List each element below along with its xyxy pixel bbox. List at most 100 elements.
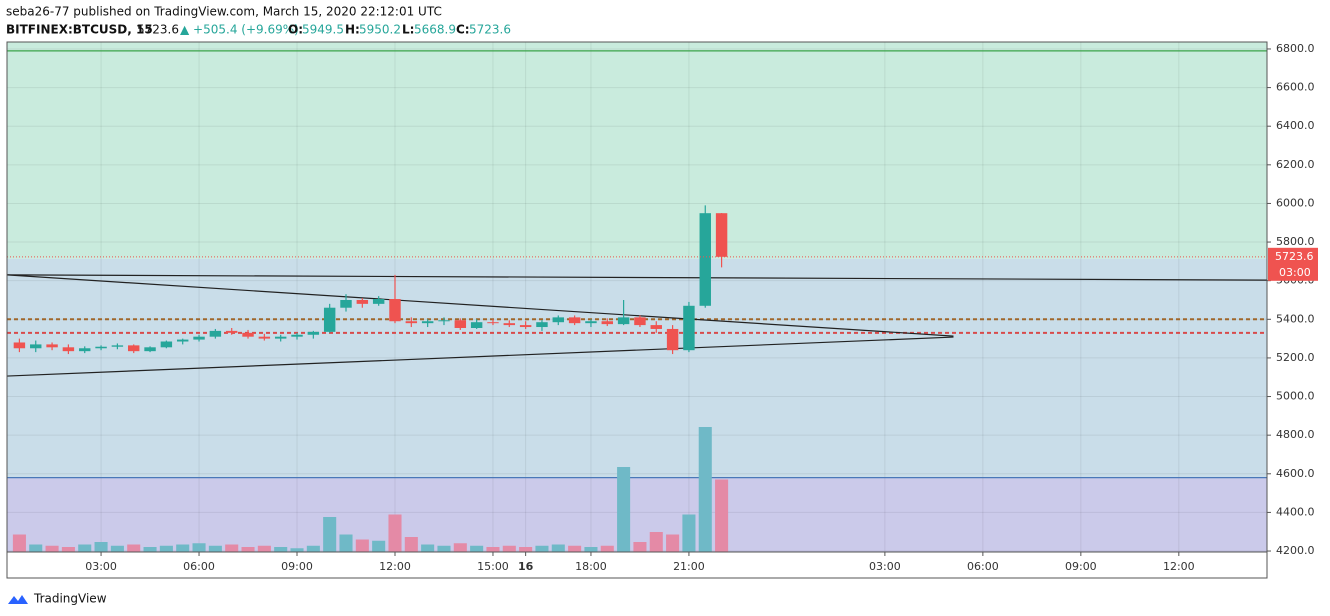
x-tick-label: 06:00: [967, 560, 999, 573]
y-tick-label: 6800.0: [1276, 42, 1315, 55]
candle-body: [13, 342, 26, 349]
candle-body: [715, 213, 728, 257]
candle-body: [242, 332, 254, 337]
volume-bar: [633, 542, 647, 552]
x-tick-label: 12:00: [379, 560, 411, 573]
candle-body: [470, 322, 483, 328]
candle-body: [699, 213, 711, 306]
candle-body: [585, 321, 597, 324]
volume-bar: [323, 517, 337, 552]
price-tag: 5723.6: [1275, 250, 1314, 263]
last-price: 5723.6: [137, 23, 179, 37]
x-tick-label: 15:00: [477, 560, 509, 573]
zone: [7, 42, 1267, 259]
candle-body: [193, 336, 205, 340]
candle-body: [176, 339, 189, 342]
volume-bar: [617, 467, 631, 552]
volume-bar: [12, 534, 26, 552]
volume-bar: [551, 544, 565, 552]
volume-bar: [176, 544, 190, 552]
volume-bar: [584, 547, 598, 552]
volume-bar: [110, 545, 124, 552]
volume-bar: [715, 479, 729, 552]
y-tick-label: 5400.0: [1276, 312, 1315, 325]
candle-body: [503, 323, 516, 326]
candle-body: [128, 345, 140, 352]
c-label: C:: [456, 23, 470, 37]
y-tick-label: 6400.0: [1276, 119, 1315, 132]
volume-bar: [698, 427, 712, 552]
y-tick-label: 5000.0: [1276, 390, 1315, 403]
y-tick-label: 6200.0: [1276, 158, 1315, 171]
x-tick-label: 09:00: [1065, 560, 1097, 573]
volume-bar: [29, 544, 43, 552]
candle-body: [323, 307, 336, 332]
candle-body: [405, 321, 418, 324]
l-value: 5668.9: [414, 23, 456, 37]
volume-bar: [388, 514, 402, 552]
l-label: L:: [402, 23, 414, 37]
zone: [7, 477, 1267, 552]
plot-frame: [6, 41, 1268, 579]
volume-bar: [470, 545, 484, 552]
candle-body: [552, 317, 565, 323]
change: ▲ +505.4 (+9.69%): [180, 23, 299, 37]
x-tick-label: 03:00: [869, 560, 901, 573]
volume-bar: [306, 545, 320, 552]
y-tick-label: 5800.0: [1276, 235, 1315, 248]
volume-bar: [225, 544, 239, 552]
candle-body: [144, 347, 156, 352]
x-tick-label: 21:00: [673, 560, 705, 573]
candle-body: [568, 317, 581, 324]
candle-body: [634, 317, 646, 326]
o-label: O:: [288, 23, 303, 37]
candle-body: [487, 322, 499, 324]
volume-bar: [372, 540, 386, 552]
y-tick-label: 4400.0: [1276, 505, 1315, 518]
volume-bar: [192, 543, 206, 552]
trend-line: [6, 274, 954, 337]
candle-body: [62, 347, 75, 352]
y-tick-label: 6000.0: [1276, 196, 1315, 209]
y-tick-label: 4200.0: [1276, 544, 1315, 557]
header: seba26-77 published on TradingView.com, …: [6, 5, 442, 19]
y-tick-label: 6600.0: [1276, 81, 1315, 94]
candle-body: [372, 299, 385, 304]
candle-body: [225, 330, 238, 333]
volume-bar: [502, 545, 516, 552]
volume-bar: [127, 544, 141, 552]
candle-body: [438, 320, 450, 322]
trend-line: [6, 274, 1268, 281]
x-tick-label: 18:00: [575, 560, 607, 573]
plot-area: [6, 42, 1268, 552]
candle-body: [79, 348, 91, 352]
volume-bar: [45, 545, 59, 552]
o-value: 5949.5: [302, 23, 344, 37]
volume-bar: [355, 539, 369, 552]
candle-body: [519, 325, 532, 328]
candle-body: [617, 317, 630, 325]
volume-bar: [535, 545, 549, 552]
candle-body: [340, 299, 352, 308]
price-tag-box: [1268, 247, 1318, 281]
candle-body: [307, 331, 320, 335]
volume-bar: [61, 547, 75, 552]
h-value: 5950.2: [359, 23, 401, 37]
volume-bar: [666, 534, 680, 552]
volume-bar: [437, 545, 451, 552]
x-tick-label: 12:00: [1163, 560, 1195, 573]
volume-bar: [274, 547, 288, 552]
candle-body: [160, 341, 173, 348]
candle-body: [95, 346, 107, 349]
volume-bar: [94, 542, 108, 552]
timer-tag: 03:00: [1279, 266, 1311, 279]
y-tick-label: 4800.0: [1276, 428, 1315, 441]
x-tick-label: 16: [518, 560, 534, 573]
candle-body: [291, 334, 303, 337]
volume-bar: [649, 532, 663, 552]
candle-body: [421, 321, 434, 324]
candle-body: [209, 330, 222, 337]
x-tick-label: 09:00: [281, 560, 313, 573]
candle-body: [666, 328, 679, 351]
